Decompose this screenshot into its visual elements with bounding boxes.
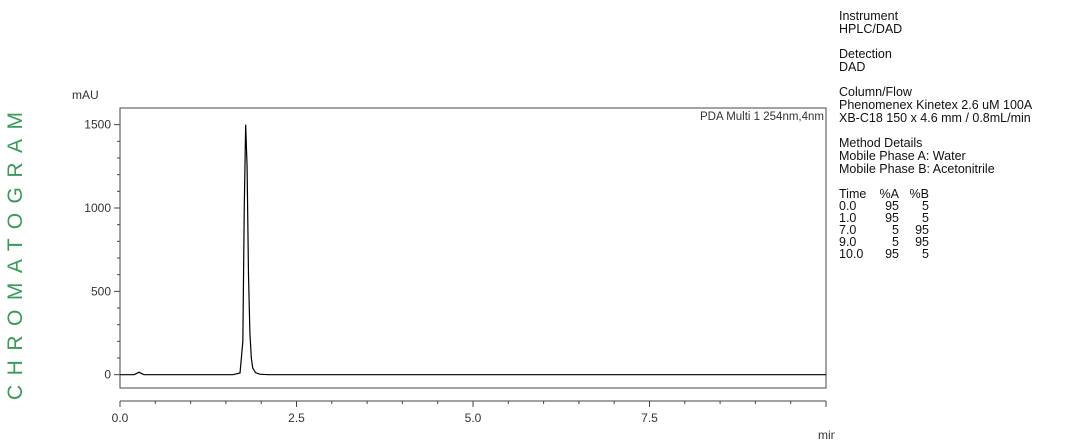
gradient-a: 95 [885,199,899,213]
detection-value: DAD [839,60,866,74]
detection-block: Detection DAD [839,48,1089,74]
gradient-row: 10.0 95 5 [839,247,929,261]
gradient-b: 5 [922,211,929,225]
method-line1: Mobile Phase A: Water [839,149,966,163]
x-axis-label: min [818,428,835,441]
gradient-row: 0.0 95 5 [839,199,929,213]
gradient-header-b: %B [909,187,929,201]
gradient-header-a: %A [879,187,899,201]
gradient-a: 5 [892,223,899,237]
gradient-time: 0.0 [839,199,857,213]
plot-frame [119,107,827,389]
x-tick-label: 5.0 [465,411,482,425]
gradient-time: 9.0 [839,235,857,249]
gradient-header-time: Time [839,187,867,201]
gradient-b: 5 [922,247,929,261]
gradient-table: Time %A %B 0.0 95 5 1.0 95 5 7.0 5 95 9.… [839,187,929,261]
gradient-header-row: Time %A %B [839,187,929,201]
gradient-time: 7.0 [839,223,857,237]
method-line2: Mobile Phase B: Acetonitrile [839,162,995,176]
column-flow-line2: XB-C18 150 x 4.6 mm / 0.8mL/min [839,111,1031,125]
x-tick-label: 7.5 [641,411,658,425]
gradient-a: 95 [885,247,899,261]
banner-text: CHROMATOGRAM [4,102,27,400]
chromatogram-chart: 0 500 1000 1500 0.0 2.5 5.0 7.5 mAU min PDA Multi … [72,88,835,441]
gradient-time: 10.0 [839,247,864,261]
column-flow-block: Column/Flow Phenomenex Kinetex 2.6 uM 10… [839,86,1089,125]
column-flow-line1: Phenomenex Kinetex 2.6 uM 100A [839,98,1033,112]
instrument-value: HPLC/DAD [839,22,903,36]
y-axis-label: mAU [72,88,99,102]
banner-label: CHROMATOGRAM [4,102,27,400]
x-tick-label: 0.0 [112,411,129,425]
chromatogram-banner: CHROMATOGRAM [4,102,27,400]
gradient-b: 95 [915,223,929,237]
gradient-a: 95 [885,211,899,225]
gradient-b: 95 [915,235,929,249]
gradient-row: 7.0 5 95 [839,223,929,237]
method-label: Method Details [839,136,923,150]
y-tick-label: 0 [104,368,111,382]
y-tick-label: 1500 [84,118,111,132]
instrument-block: Instrument HPLC/DAD [839,10,1089,36]
y-tick-label: 1000 [84,201,111,215]
method-info-panel: Instrument HPLC/DAD Detection DAD Column… [839,10,1089,261]
trace-label: PDA Multi 1 254nm,4nm [700,111,824,123]
x-tick-label: 2.5 [288,411,305,425]
column-flow-label: Column/Flow [839,85,912,99]
gradient-a: 5 [892,235,899,249]
method-block: Method Details Mobile Phase A: Water Mob… [839,137,1089,176]
gradient-row: 1.0 95 5 [839,211,929,225]
instrument-label: Instrument [839,9,899,23]
gradient-row: 9.0 5 95 [839,235,929,249]
gradient-b: 5 [922,199,929,213]
gradient-time: 1.0 [839,211,857,225]
detection-label: Detection [839,47,892,61]
y-tick-label: 500 [91,284,111,298]
series-line [120,124,826,376]
